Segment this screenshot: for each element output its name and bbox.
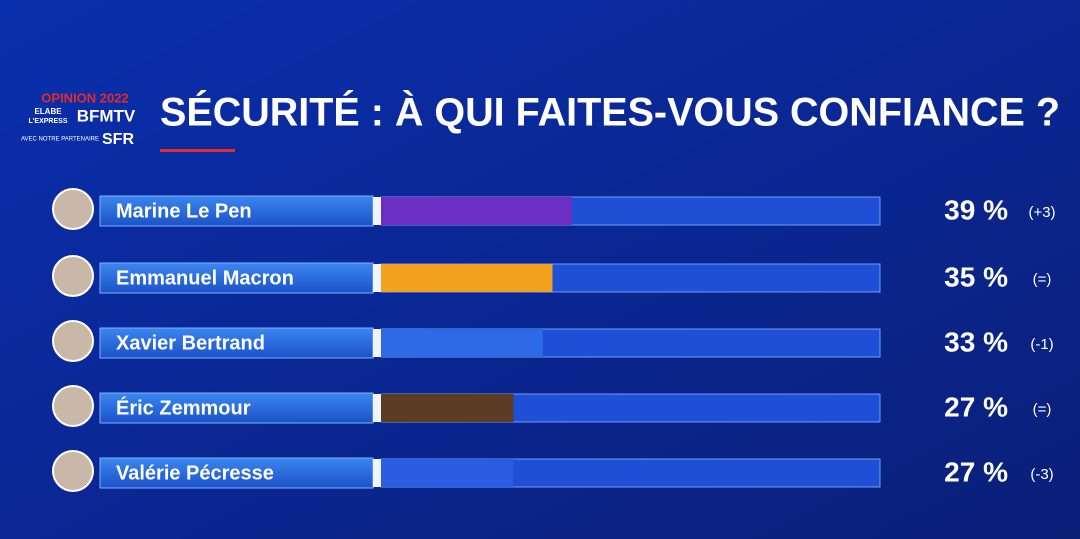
bar: [381, 197, 573, 225]
opinion-label: OPINION 2022: [41, 90, 128, 105]
category-label: Éric Zemmour: [116, 396, 251, 419]
separator: [373, 394, 381, 422]
separator: [373, 329, 381, 357]
chart-title: SÉCURITÉ : À QUI FAITES-VOUS CONFIANCE ?: [160, 90, 1060, 135]
portrait: [52, 188, 94, 230]
value-label: 35 %: [944, 261, 1008, 292]
value-label: 39 %: [944, 194, 1008, 225]
value-label: 27 %: [944, 456, 1008, 487]
category-label: Marine Le Pen: [116, 200, 252, 222]
portrait: [52, 385, 94, 427]
bar: [381, 459, 514, 487]
value-label: 27 %: [944, 391, 1008, 422]
name-box: [99, 195, 374, 227]
change-label: (-1): [1030, 336, 1053, 353]
bar: [381, 394, 514, 422]
category-label: Xavier Bertrand: [116, 332, 265, 354]
pollster: ELABE: [34, 107, 62, 116]
partner: SFR: [102, 131, 134, 148]
bar: [381, 264, 553, 292]
category-label: Valérie Pécresse: [116, 462, 274, 484]
portrait: [52, 255, 94, 297]
title-underline: [160, 149, 235, 152]
separator: [373, 459, 381, 487]
partner-note: AVEC NOTRE PARTENAIRE: [21, 137, 99, 143]
change-label: (+3): [1028, 204, 1055, 221]
name-box: [99, 327, 374, 359]
change-label: (=): [1033, 271, 1052, 288]
change-label: (=): [1033, 401, 1052, 418]
channel: BFMTV: [77, 106, 136, 125]
name-box: [99, 262, 374, 294]
value-label: 33 %: [944, 326, 1008, 357]
portrait: [52, 450, 94, 492]
separator: [373, 197, 381, 225]
name-box: [99, 392, 374, 424]
category-label: Emmanuel Macron: [116, 267, 294, 289]
name-box: [99, 457, 374, 489]
bar: [381, 329, 543, 357]
change-label: (-3): [1030, 466, 1053, 483]
separator: [373, 264, 381, 292]
magazine: L'EXPRESS: [28, 118, 67, 125]
portrait: [52, 320, 94, 362]
